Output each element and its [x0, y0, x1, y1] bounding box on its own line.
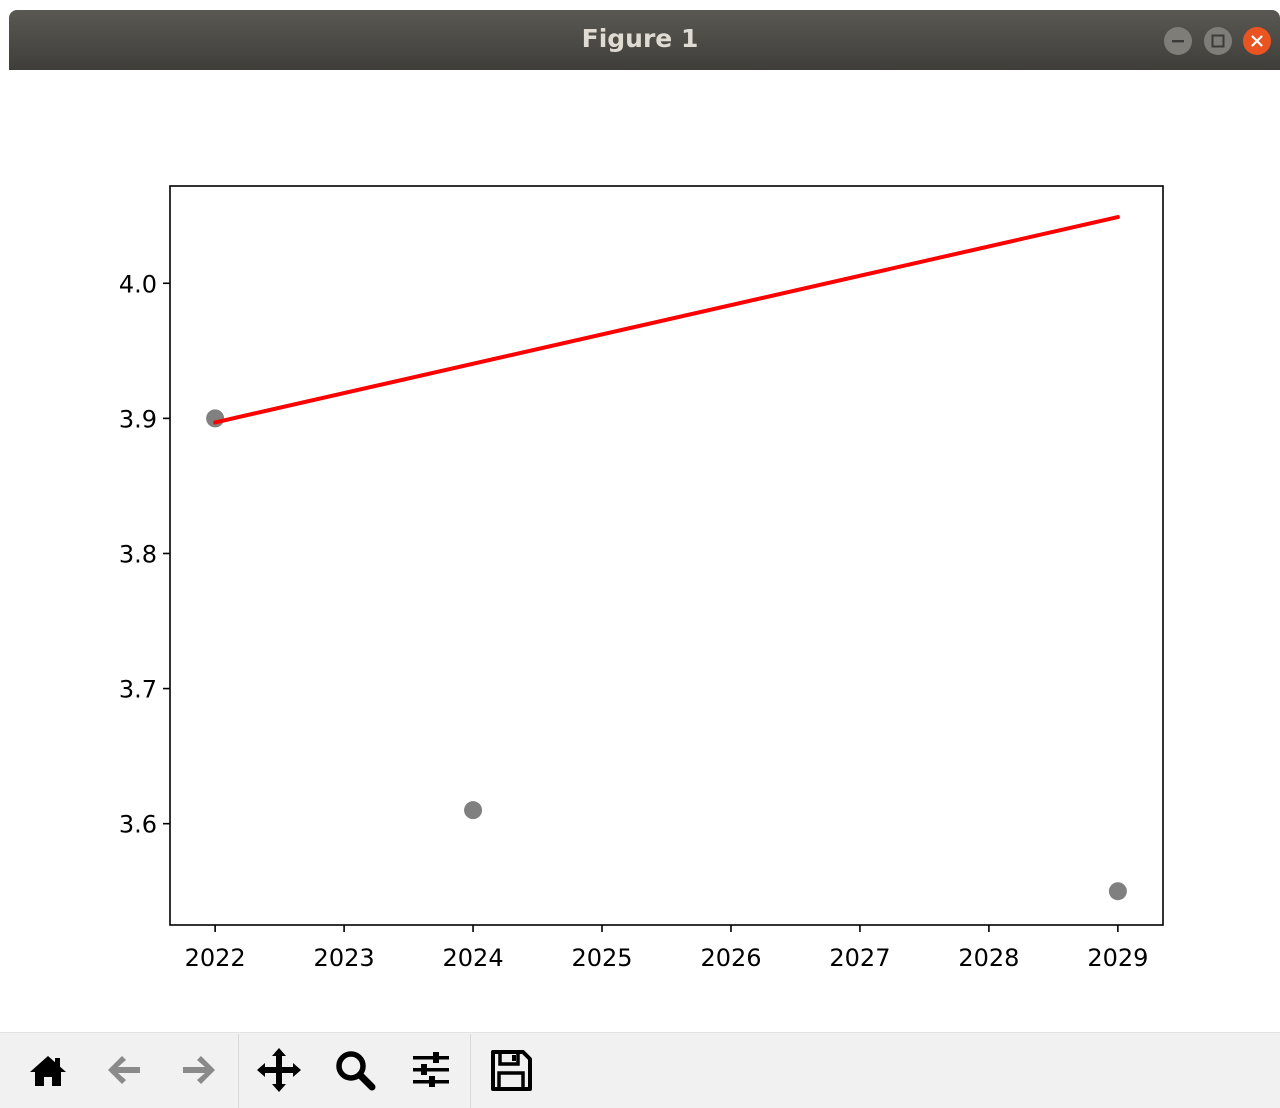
series-layer: [206, 215, 1127, 901]
figure-window: Figure 1 3.6 3.7 3.8 3.9 4.0 2022 2023 2024 202…: [0, 10, 1280, 1108]
x-tick-label: 2025: [571, 944, 632, 972]
maximize-icon: [1211, 34, 1225, 48]
home-icon: [30, 1056, 66, 1086]
minimize-button[interactable]: [1164, 27, 1192, 55]
floppy-disk-icon: [491, 1050, 532, 1091]
y-tick-label: 3.6: [119, 811, 157, 839]
configure-subplots-button[interactable]: [406, 1045, 456, 1095]
x-tick-label: 2024: [443, 944, 504, 972]
window-title: Figure 1: [581, 24, 699, 53]
toolbar-separator: [238, 1034, 239, 1108]
x-axis: 2022 2023 2024 2025 2026 2027 2028 2029: [185, 925, 1148, 972]
chart: 3.6 3.7 3.8 3.9 4.0 2022 2023 2024 2025 2026 2027…: [119, 185, 1164, 972]
x-tick-label: 2029: [1087, 944, 1148, 972]
plot-canvas[interactable]: 3.6 3.7 3.8 3.9 4.0 2022 2023 2024 2025 2026 2027…: [9, 70, 1280, 1032]
magnifier-icon: [336, 1051, 376, 1091]
close-button[interactable]: [1243, 27, 1271, 55]
sliders-icon: [413, 1052, 449, 1087]
home-button[interactable]: [23, 1045, 73, 1095]
minimize-icon: [1172, 40, 1184, 43]
navigation-toolbar: [0, 1032, 1280, 1108]
data-point: [1108, 882, 1127, 901]
forward-button[interactable]: [174, 1045, 224, 1095]
y-tick-label: 4.0: [119, 270, 157, 298]
regression-line: [213, 215, 1120, 425]
x-tick-label: 2028: [958, 944, 1019, 972]
x-tick-label: 2022: [185, 944, 246, 972]
x-tick-label: 2026: [700, 944, 761, 972]
x-tick-label: 2027: [829, 944, 890, 972]
axes-frame: [169, 185, 1164, 926]
arrow-left-icon: [108, 1056, 140, 1084]
data-point: [206, 409, 225, 428]
toolbar-separator: [470, 1034, 471, 1108]
y-tick-label: 3.9: [119, 405, 157, 433]
x-tick-label: 2023: [314, 944, 375, 972]
y-axis: 3.6 3.7 3.8 3.9 4.0: [119, 270, 170, 839]
y-tick-label: 3.7: [119, 676, 157, 704]
zoom-button[interactable]: [330, 1045, 380, 1095]
save-button[interactable]: [486, 1045, 536, 1095]
arrow-right-icon: [183, 1056, 215, 1084]
data-point: [464, 801, 483, 820]
move-icon: [257, 1048, 301, 1092]
maximize-button[interactable]: [1204, 27, 1232, 55]
y-tick-label: 3.8: [119, 540, 157, 568]
back-button[interactable]: [99, 1045, 149, 1095]
title-bar[interactable]: Figure 1: [9, 10, 1280, 70]
close-icon: [1251, 35, 1263, 47]
pan-button[interactable]: [254, 1045, 304, 1095]
